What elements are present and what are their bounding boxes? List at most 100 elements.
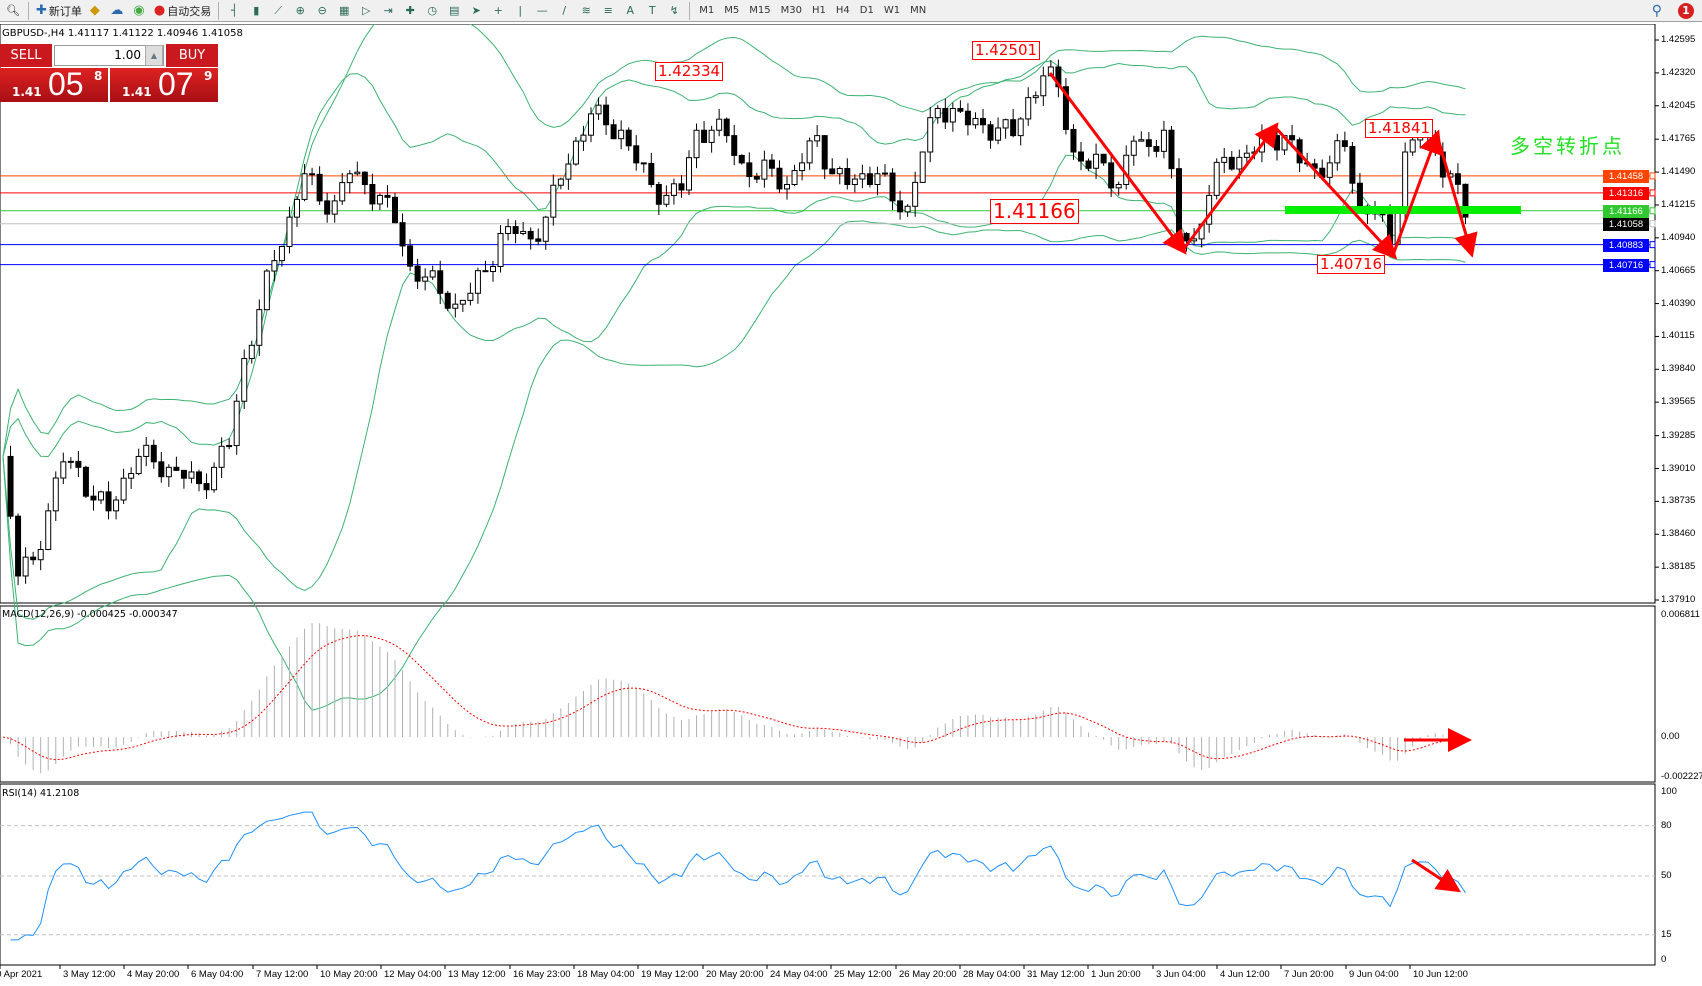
cursor-icon[interactable]: ➤ [471,4,481,17]
price-axis-label: 1.41215 [1661,198,1696,210]
buy-price-pips: 07 [158,66,194,102]
candle [444,292,451,309]
auto-scroll-icon[interactable]: ▷ [362,4,371,17]
timeframe-m15[interactable]: M15 [749,5,771,16]
arrows-icon[interactable]: ↯ [669,4,679,17]
sell-button[interactable]: SELL [0,44,52,67]
candle [128,473,135,479]
price-axis-label: 1.39285 [1661,429,1696,441]
horizontal-line-icon[interactable]: — [536,4,548,17]
text-icon[interactable]: A [626,4,635,17]
gann-icon[interactable]: ≡ [603,4,613,17]
time-axis-label: 20 May 20:00 [706,969,764,980]
candle [761,159,768,180]
level-handle-1 [1649,189,1656,197]
timeframe-d1[interactable]: D1 [859,5,874,16]
time-axis-label: 7 May 12:00 [256,969,309,980]
candle [120,477,127,501]
time-axis-label: 10 Jun 12:00 [1413,969,1468,980]
rsi-axis-label: 0 [1661,954,1667,965]
indicators-icon[interactable]: ✚ [405,4,415,17]
timeframe-mn[interactable]: MN [910,5,927,16]
auto-trading-button[interactable]: ● 自动交易 [151,1,214,21]
buy-button[interactable]: BUY [166,44,218,67]
sell-price[interactable]: 1.41 05 8 [0,66,108,102]
time-axis-label: 6 May 04:00 [191,969,244,980]
chart-shift-icon[interactable]: ⇥ [383,4,393,17]
candle [113,499,120,512]
candle [1454,173,1461,185]
chart-area[interactable] [0,24,1702,986]
timeframe-h4[interactable]: H4 [835,5,850,16]
candle [1409,139,1416,153]
candle [143,444,150,457]
candle [572,140,579,165]
candle [1100,153,1107,164]
trend-arrow [1181,122,1279,251]
time-axis-label: 4 Jun 12:00 [1220,969,1270,980]
vertical-line-icon[interactable]: | [518,4,523,17]
search-icon[interactable]: ⚲ [1651,3,1662,19]
candlestick-icon[interactable]: ▮ [253,4,260,17]
price-axis-label: 1.41490 [1661,166,1696,178]
lot-increase-button[interactable]: ▲ [145,45,163,66]
candle [399,222,406,247]
level-price-tag: 1.40716 [1603,258,1649,272]
candle [1326,162,1333,178]
templates-icon[interactable]: ▤ [449,4,460,17]
price-axis-label: 1.37910 [1661,594,1696,605]
timeframe-m30[interactable]: M30 [780,5,802,16]
candle [452,303,459,309]
candle [1025,97,1032,120]
candle [218,445,225,468]
candle [422,276,429,282]
candle [987,124,994,141]
market-watch-button[interactable]: ☁ [107,1,129,21]
time-axis-label: 3 May 12:00 [63,969,116,980]
time-axis-label: 30 Apr 2021 [0,969,43,980]
zoom-in-icon[interactable]: ⊕ [295,4,305,17]
candle [1349,146,1356,184]
candle [1032,95,1039,99]
candle [45,510,52,551]
timeframe-m5[interactable]: M5 [724,5,740,16]
expert-button[interactable]: ◆ [85,1,107,21]
notification-badge[interactable]: 1 [1678,3,1694,19]
candle [1341,140,1348,148]
signal-button[interactable]: ◉ [129,1,151,21]
trendline-icon[interactable]: / [562,4,567,17]
zoom-out-icon[interactable]: ⊖ [317,4,327,17]
tile-windows-icon[interactable]: ▦ [339,4,350,17]
candle [1213,161,1220,196]
candle [1236,156,1243,170]
timeframe-w1[interactable]: W1 [883,5,901,16]
candle [678,183,685,191]
timeframe-h1[interactable]: H1 [811,5,826,16]
candle [437,270,444,294]
buy-price[interactable]: 1.41 07 9 [110,66,218,102]
lot-size-input[interactable]: 1.00 [54,45,164,66]
periods-icon[interactable]: ◷ [427,4,438,17]
price-axis-label: 1.42595 [1661,34,1696,45]
new-order-button[interactable]: ✚ 新订单 [33,1,85,21]
candle [1130,140,1137,156]
candle [1010,119,1017,137]
search-icon[interactable]: 🔍︎ [6,4,20,17]
crosshair-icon[interactable]: + [493,4,503,17]
trend-arrow [1391,129,1443,256]
text-label-icon[interactable]: T [648,4,656,17]
candle [897,200,904,213]
auto-trading-icon: ● [153,3,166,18]
pivot-zone-bar [1285,206,1521,214]
timeframe-m1[interactable]: M1 [699,5,715,16]
candle [1138,139,1145,142]
fibonacci-icon[interactable]: ≋ [581,4,591,17]
bar-chart-icon[interactable]: ┤ [230,4,238,17]
candle [158,461,165,478]
trend-arrow [1273,125,1398,260]
candle [331,200,338,215]
macd-axis-label: 0.006811 [1661,609,1700,620]
candle [90,495,97,501]
sell-price-pips: 05 [48,66,84,102]
line-chart-icon[interactable]: ⟋ [274,3,283,17]
